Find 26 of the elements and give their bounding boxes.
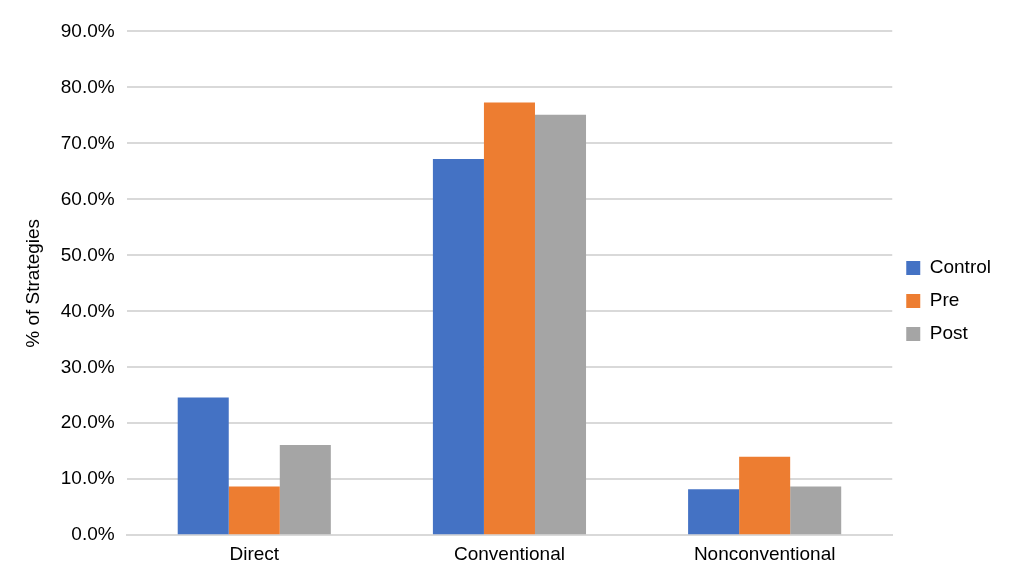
legend-label: Control [929, 256, 991, 278]
legend-label: Pre [929, 289, 960, 311]
x-tick-label: Conventional [454, 542, 565, 564]
y-tick-label: 10.0% [60, 467, 115, 489]
y-tick-label: 0.0% [71, 523, 115, 545]
x-tick-label: Nonconventional [693, 542, 836, 564]
bar [790, 486, 842, 535]
y-tick-label: 70.0% [60, 131, 115, 153]
bar [483, 102, 535, 535]
bar [279, 445, 331, 535]
bar [534, 114, 587, 535]
y-tick-label: 40.0% [60, 299, 115, 321]
bar [177, 397, 229, 535]
bar [688, 489, 740, 535]
bar [228, 486, 280, 535]
bar [432, 159, 484, 535]
y-tick-label: 90.0% [60, 19, 115, 41]
legend-label: Post [929, 322, 969, 344]
y-axis-title: % of Strategies [21, 218, 43, 348]
y-tick-label: 60.0% [60, 187, 115, 209]
y-tick-label: 80.0% [60, 75, 115, 97]
x-tick-label: Direct [229, 542, 280, 564]
y-tick-label: 30.0% [60, 355, 115, 377]
y-tick-label: 50.0% [60, 243, 115, 265]
y-tick-label: 20.0% [60, 411, 115, 433]
bar [739, 456, 791, 535]
